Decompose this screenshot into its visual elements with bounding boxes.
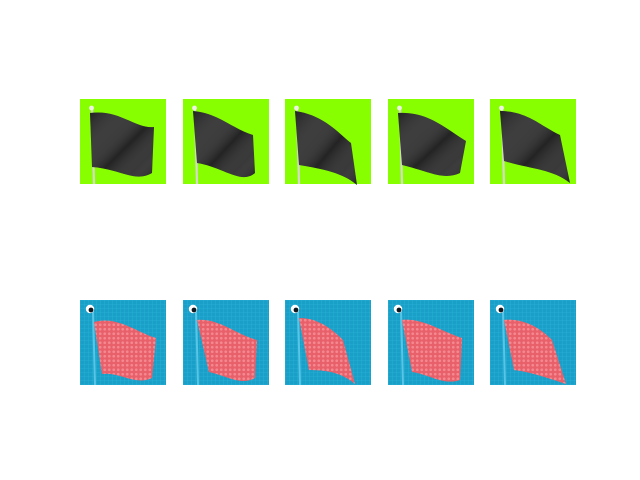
pole-finial-core	[498, 307, 504, 313]
pole-finial-core	[293, 307, 299, 313]
rendered-flag-frame	[285, 99, 371, 185]
rendered-flag-row	[80, 99, 576, 185]
pole-finial-core	[191, 307, 197, 313]
particle-flag-row	[80, 300, 576, 386]
particle-flag-frame	[490, 300, 576, 386]
pole-finial	[89, 105, 94, 111]
pole-finial	[294, 105, 299, 111]
flag-particles	[402, 319, 462, 382]
particle-flag-frame	[388, 300, 474, 386]
flag-particles	[299, 318, 355, 384]
flag-pole	[297, 309, 301, 386]
pole-finial-core	[88, 307, 94, 313]
particle-flag-frame	[80, 300, 166, 386]
rendered-flag-frame	[388, 99, 474, 185]
flag-cloth-shading	[398, 112, 466, 176]
rendered-flag-frame	[490, 99, 576, 185]
pole-finial	[397, 105, 402, 111]
pole-finial-core	[396, 307, 402, 313]
flag-pole	[400, 309, 404, 386]
particle-flag-frame	[183, 300, 269, 386]
flag-cloth-shading	[90, 112, 154, 177]
flag-pole	[502, 309, 506, 386]
pole-finial	[192, 105, 197, 111]
pole-finial	[499, 105, 504, 111]
flag-particles	[504, 319, 566, 384]
flag-cloth-shading	[193, 111, 255, 178]
flag-particles	[197, 319, 257, 382]
rendered-flag-frame	[80, 99, 166, 185]
flag-cloth-shading	[500, 111, 570, 183]
rendered-flag-frame	[183, 99, 269, 185]
flag-pole	[195, 309, 199, 386]
flag-pole	[92, 309, 96, 386]
flag-cloth-shading	[295, 111, 357, 185]
flag-particles	[94, 320, 156, 381]
particle-flag-frame	[285, 300, 371, 386]
